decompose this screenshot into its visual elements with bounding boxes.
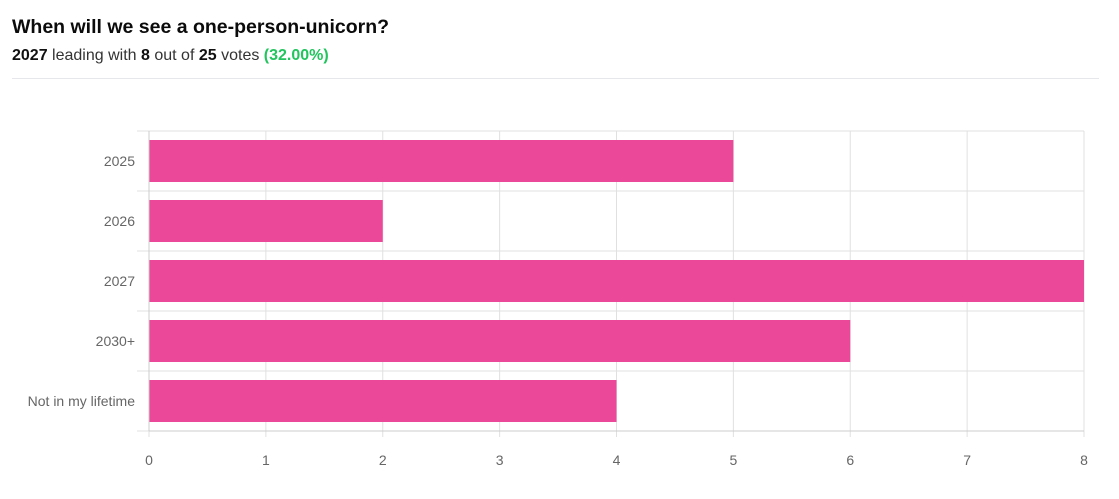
x-tick-label: 3 xyxy=(496,452,504,468)
bar-not-in-my-lifetime[interactable] xyxy=(149,380,617,422)
x-tick-label: 8 xyxy=(1080,452,1088,468)
x-tick-label: 4 xyxy=(613,452,621,468)
y-category-label: Not in my lifetime xyxy=(28,393,136,409)
y-category-label: 2030+ xyxy=(96,333,135,349)
bar-2025[interactable] xyxy=(149,140,734,182)
chart-axes: 0 1 2 3 4 5 6 7 8 2025 2026 2027 2030+ Not in my life… xyxy=(28,131,1088,468)
leader-percentage: (32.00%) xyxy=(263,47,329,64)
poll-summary: 2027 leading with 8 out of 25 votes (32.… xyxy=(12,45,1099,67)
leader-vote-count: 8 xyxy=(141,47,150,64)
out-of-word: out of xyxy=(154,47,195,64)
bar-2030-[interactable] xyxy=(149,320,851,362)
y-category-label: 2025 xyxy=(104,153,135,169)
x-tick-label: 1 xyxy=(262,452,270,468)
poll-header: When will we see a one-person-unicorn? 2… xyxy=(12,14,1099,67)
votes-word: votes xyxy=(221,47,260,64)
x-tick-label: 0 xyxy=(145,452,153,468)
y-category-label: 2027 xyxy=(104,273,135,289)
poll-title: When will we see a one-person-unicorn? xyxy=(12,16,390,38)
total-vote-count: 25 xyxy=(198,47,217,64)
x-tick-label: 7 xyxy=(963,452,971,468)
x-tick-label: 2 xyxy=(379,452,387,468)
bar-2026[interactable] xyxy=(149,200,383,242)
chart-bars xyxy=(149,140,1084,422)
y-category-label: 2026 xyxy=(104,213,135,229)
bar-2027[interactable] xyxy=(149,260,1084,302)
leading-word: leading with xyxy=(52,47,137,64)
leading-option: 2027 xyxy=(12,47,48,64)
header-divider xyxy=(12,78,1099,79)
x-tick-label: 6 xyxy=(846,452,854,468)
x-tick-label: 5 xyxy=(729,452,737,468)
